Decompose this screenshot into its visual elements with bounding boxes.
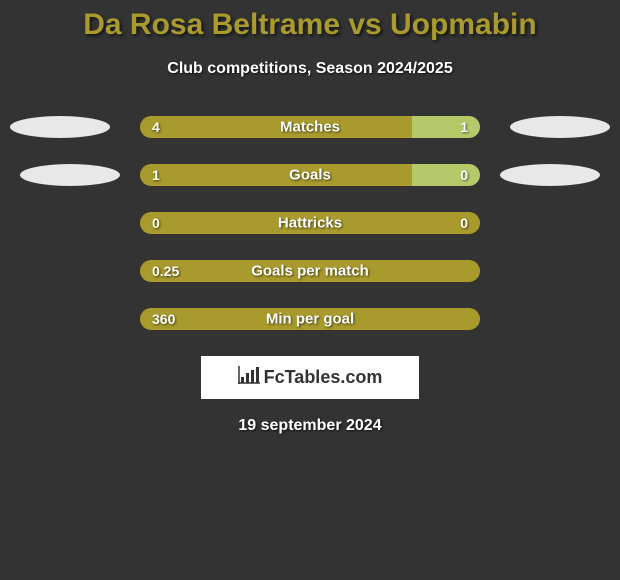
stat-label: Goals bbox=[289, 167, 331, 184]
stat-bar: 0 Hattricks 0 bbox=[140, 212, 480, 234]
stat-row-hattricks: 0 Hattricks 0 bbox=[0, 212, 620, 234]
stat-bar: 1 Goals 0 bbox=[140, 164, 480, 186]
stat-row-goals-per-match: 0.25 Goals per match bbox=[0, 260, 620, 282]
stat-row-matches: 4 Matches 1 bbox=[0, 116, 620, 138]
stat-label: Hattricks bbox=[278, 215, 342, 232]
player-oval-left bbox=[10, 116, 110, 138]
stat-value-right: 0 bbox=[460, 215, 468, 231]
stat-bar: 360 Min per goal bbox=[140, 308, 480, 330]
stat-label: Goals per match bbox=[251, 263, 369, 280]
date-text: 19 september 2024 bbox=[0, 417, 620, 435]
bar-left-segment bbox=[140, 116, 412, 138]
stat-label: Matches bbox=[280, 119, 340, 136]
bar-chart-icon bbox=[238, 366, 260, 389]
player-oval-right bbox=[500, 164, 600, 186]
bar-left-segment bbox=[140, 164, 412, 186]
stat-value-left: 0.25 bbox=[152, 263, 179, 279]
bar-right-segment bbox=[412, 116, 480, 138]
stat-row-goals: 1 Goals 0 bbox=[0, 164, 620, 186]
stat-value-left: 360 bbox=[152, 311, 175, 327]
player-oval-left bbox=[20, 164, 120, 186]
fctables-logo: FcTables.com bbox=[238, 366, 383, 389]
stats-area: 4 Matches 1 1 Goals 0 0 Hattricks 0 bbox=[0, 116, 620, 330]
stat-bar: 4 Matches 1 bbox=[140, 116, 480, 138]
fctables-logo-box: FcTables.com bbox=[201, 356, 419, 399]
stat-value-left: 1 bbox=[152, 167, 160, 183]
stat-bar: 0.25 Goals per match bbox=[140, 260, 480, 282]
comparison-title: Da Rosa Beltrame vs Uopmabin bbox=[0, 8, 620, 42]
stat-label: Min per goal bbox=[266, 311, 354, 328]
stat-value-right: 1 bbox=[460, 119, 468, 135]
comparison-subtitle: Club competitions, Season 2024/2025 bbox=[0, 60, 620, 78]
stat-value-right: 0 bbox=[460, 167, 468, 183]
bar-right-segment bbox=[412, 164, 480, 186]
player-oval-right bbox=[510, 116, 610, 138]
stat-value-left: 0 bbox=[152, 215, 160, 231]
stat-value-left: 4 bbox=[152, 119, 160, 135]
logo-text: FcTables.com bbox=[264, 367, 383, 388]
stat-row-min-per-goal: 360 Min per goal bbox=[0, 308, 620, 330]
